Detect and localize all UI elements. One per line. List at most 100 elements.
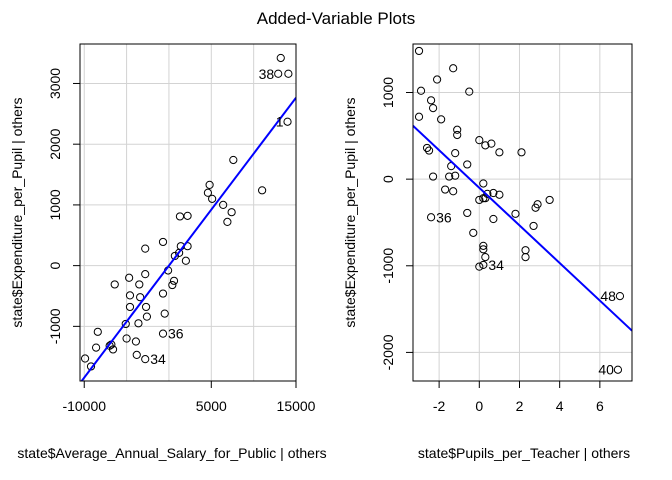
data-point [475,136,484,145]
data-point [274,69,283,78]
data-point [134,319,143,328]
data-point [203,188,213,197]
data-point [135,280,144,289]
data-point [414,46,424,56]
data-point [122,334,131,343]
data-point [169,276,179,285]
data-point [463,160,472,169]
data-point [521,246,530,255]
regression-line [80,97,296,381]
data-point [110,280,119,289]
point-label: 40 [598,362,614,378]
data-point [131,337,141,346]
data-point [545,195,554,205]
data-point [158,289,168,298]
data-point [158,329,168,338]
data-point [168,280,177,290]
data-point [479,194,488,203]
data-point [416,86,426,95]
data-point [158,237,168,247]
data-point [223,217,232,227]
y-tick-label: 0 [380,175,396,183]
data-point [125,291,135,300]
data-point [533,200,542,209]
data-point [449,64,458,73]
data-point [258,186,267,195]
data-point [433,75,442,84]
x-tick-label: -2 [433,398,446,414]
x-tick-label: -10000 [62,398,106,414]
data-point [465,87,474,96]
y-tick-label: 1000 [47,189,63,220]
plot-frame [79,43,297,382]
data-points [414,46,625,374]
regression-line [413,125,632,332]
data-point [175,248,184,257]
data-point [489,214,498,224]
x-axis-label: state$Average_Annual_Salary_for_Public |… [17,445,326,461]
y-tick-label: -2000 [380,334,396,370]
data-point [136,293,145,302]
y-tick-label: 2000 [47,128,63,159]
y-tick-label: 0 [47,262,63,270]
data-point [479,260,488,270]
data-point [208,194,217,203]
y-axis-label: state$Expenditure_per_Pupil | others [9,97,25,327]
data-point [181,256,190,265]
data-point [422,143,432,153]
x-tick-label: 5000 [196,398,227,414]
data-point [445,172,454,181]
data-point [141,244,150,253]
data-point [495,148,504,157]
data-point [479,245,488,254]
data-point [487,139,496,148]
point-label: 34 [150,351,166,367]
data-point [453,130,462,140]
data-point [511,209,520,218]
data-point [80,354,90,363]
data-point [463,208,472,218]
data-point [132,350,141,359]
y-tick-label: -1000 [47,308,63,344]
data-point [93,327,102,336]
data-point [615,292,625,301]
data-point [283,117,292,126]
data-point [469,228,478,237]
data-point [495,190,504,199]
y-tick-label: -1000 [380,248,396,284]
x-tick-label: 4 [556,398,564,414]
data-point [175,212,185,221]
data-point [160,309,169,318]
data-point [142,312,152,321]
x-tick-label: 2 [516,398,524,414]
grid [413,44,632,381]
data-point [424,146,434,155]
data-point [481,141,490,150]
point-label: 38 [259,66,275,82]
data-point [414,112,424,121]
data-point [125,273,134,282]
y-tick-label: 1000 [380,77,396,108]
data-point [183,211,192,220]
data-point [451,171,460,180]
data-point [284,69,293,78]
data-point [125,302,135,312]
x-tick-label: 0 [475,398,483,414]
data-point [141,302,151,312]
data-point [426,96,436,105]
data-point [529,221,538,231]
data-point [489,188,498,198]
data-point [108,345,118,354]
data-point [428,172,438,181]
x-tick-label: 6 [596,398,604,414]
data-point [441,185,450,194]
y-axis-label: state$Expenditure_per_Pupil | others [342,97,358,327]
data-point [219,200,228,210]
data-point [426,213,436,222]
y-tick-label: 3000 [47,68,63,99]
data-point [479,241,488,250]
data-points [80,53,293,371]
figure-title: Added-Variable Plots [257,9,415,28]
